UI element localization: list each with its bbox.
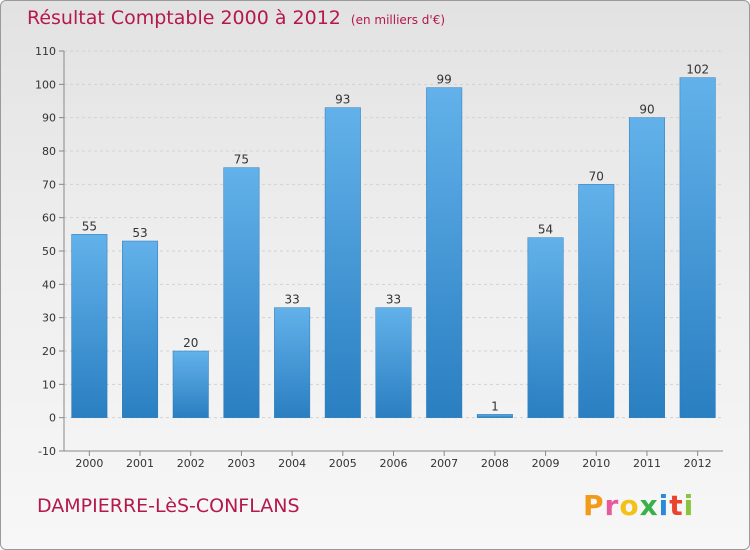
logo-letter: i <box>658 489 670 522</box>
x-tick-label: 2003 <box>227 457 255 470</box>
x-tick-label: 2012 <box>684 457 712 470</box>
y-tick-label: 80 <box>42 145 56 158</box>
bar <box>223 167 260 418</box>
bar-value-label: 54 <box>538 223 553 237</box>
y-tick-label: 70 <box>42 178 56 191</box>
y-tick-label: 40 <box>42 278 56 291</box>
y-tick-label: 110 <box>35 45 56 58</box>
x-tick-label: 2004 <box>278 457 306 470</box>
y-tick-label: 100 <box>35 78 56 91</box>
bar <box>628 117 665 418</box>
chart-title: Résultat Comptable 2000 à 2012 (en millie… <box>27 7 445 29</box>
y-tick-label: -10 <box>38 445 56 458</box>
bar <box>122 240 159 418</box>
x-tick-label: 2007 <box>430 457 458 470</box>
x-tick-label: 2008 <box>481 457 509 470</box>
bar-value-label: 20 <box>183 336 198 350</box>
x-tick-label: 2009 <box>532 457 560 470</box>
y-tick-label: 50 <box>42 245 56 258</box>
commune-name: DAMPIERRE-LèS-CONFLANS <box>37 495 300 517</box>
logo-letter: P <box>583 489 605 522</box>
bar <box>375 307 412 418</box>
logo-letter: r <box>604 489 620 522</box>
logo-letter: i <box>683 489 695 522</box>
bar <box>679 77 716 418</box>
proxiti-logo: Proxiti <box>583 489 694 522</box>
bar-value-label: 93 <box>335 93 350 107</box>
bar-value-label: 1 <box>491 399 499 413</box>
bar <box>578 184 615 418</box>
bar-value-label: 75 <box>234 153 249 167</box>
bar-value-label: 70 <box>589 169 604 183</box>
bar <box>172 350 209 418</box>
x-tick-label: 2010 <box>582 457 610 470</box>
logo-letter: o <box>619 489 640 522</box>
x-tick-label: 2011 <box>633 457 661 470</box>
y-tick-label: 90 <box>42 112 56 125</box>
bar-value-label: 33 <box>386 293 401 307</box>
bar <box>527 237 564 418</box>
x-tick-label: 2000 <box>75 457 103 470</box>
y-tick-label: 30 <box>42 312 56 325</box>
bar-value-label: 90 <box>639 103 654 117</box>
y-tick-label: 0 <box>49 412 56 425</box>
bar <box>324 107 361 418</box>
logo-letter: x <box>639 489 659 522</box>
bar-value-label: 55 <box>82 219 97 233</box>
x-tick-label: 2005 <box>329 457 357 470</box>
y-tick-label: 10 <box>42 378 56 391</box>
bar <box>274 307 311 418</box>
x-tick-label: 2001 <box>126 457 154 470</box>
x-tick-label: 2002 <box>177 457 205 470</box>
bar-value-label: 53 <box>132 226 147 240</box>
bar-value-label: 102 <box>686 63 709 77</box>
bar <box>426 87 463 418</box>
y-tick-label: 60 <box>42 212 56 225</box>
x-tick-label: 2006 <box>380 457 408 470</box>
title-text: Résultat Comptable 2000 à 2012 <box>27 7 341 29</box>
bar-value-label: 33 <box>284 293 299 307</box>
bar <box>71 234 108 418</box>
y-tick-label: 20 <box>42 345 56 358</box>
bar <box>476 414 513 418</box>
bar-value-label: 99 <box>437 73 452 87</box>
chart-subtitle: (en milliers d'€) <box>350 13 446 27</box>
logo-letter: t <box>669 489 684 522</box>
